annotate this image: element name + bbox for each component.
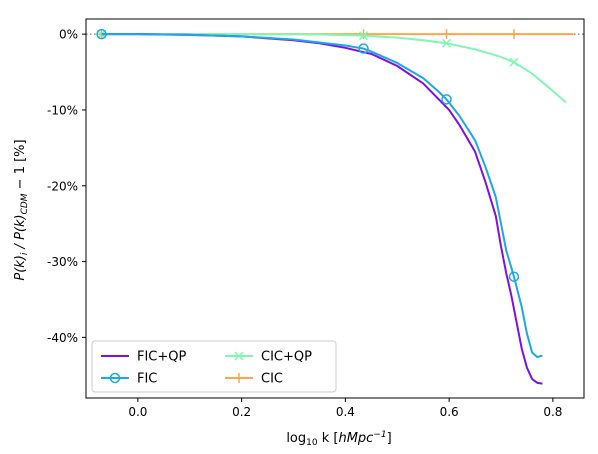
data-point-cic-qp bbox=[442, 38, 452, 48]
data-point-cic bbox=[358, 29, 369, 40]
legend-label: CIC+QP bbox=[261, 350, 312, 365]
x-tick-label: 0.0 bbox=[128, 405, 147, 419]
data-point-cic-qp bbox=[509, 57, 519, 67]
y-tick-label: -10% bbox=[47, 103, 78, 117]
data-point-cic bbox=[441, 29, 452, 40]
x-tick-label: 0.4 bbox=[336, 405, 355, 419]
y-tick-label: -30% bbox=[47, 255, 78, 269]
y-tick-label: -20% bbox=[47, 179, 78, 193]
legend-marker bbox=[234, 373, 244, 383]
x-tick-label: 0.6 bbox=[440, 405, 459, 419]
data-point-fic bbox=[441, 94, 452, 105]
y-axis-ticks: 0% -10% -20% -30% -40% bbox=[47, 28, 86, 345]
legend-entry-cic: CIC bbox=[225, 372, 283, 387]
axes-frame bbox=[85, 18, 585, 399]
data-point-fic bbox=[96, 28, 107, 40]
data-point-cic bbox=[508, 29, 519, 40]
data-point-fic bbox=[508, 271, 520, 282]
series-fic-qp bbox=[101, 33, 543, 385]
series-cic-qp bbox=[97, 29, 567, 104]
series-fic bbox=[96, 28, 543, 359]
y-tick-label: 0% bbox=[59, 28, 78, 42]
plot-frame bbox=[85, 18, 585, 399]
legend-label: FIC+QP bbox=[137, 350, 187, 365]
legend-entry-cic-qp: CIC+QP bbox=[225, 350, 312, 365]
legend-marker bbox=[109, 372, 121, 384]
data-point-cic-qp bbox=[359, 31, 369, 41]
y-axis-label: P(k)i / P(k)CDM − 1 [%] bbox=[13, 139, 30, 280]
legend-entry-fic: FIC bbox=[101, 372, 157, 387]
legend-entry-fic-qp: FIC+QP bbox=[101, 350, 187, 365]
legend-label: FIC bbox=[137, 372, 157, 387]
series-line-fic bbox=[101, 33, 543, 359]
x-tick-label: 0.8 bbox=[543, 405, 562, 419]
series-line-cic-qp bbox=[101, 33, 567, 104]
data-point-fic bbox=[358, 43, 369, 54]
legend-marker bbox=[234, 351, 244, 361]
series-line-fic-qp bbox=[101, 33, 543, 385]
y-tick-label: -40% bbox=[47, 331, 78, 345]
x-axis-ticks: 0.0 0.2 0.4 0.6 0.8 bbox=[128, 398, 562, 419]
series-layer bbox=[96, 28, 574, 385]
legend: FIC+QP FIC CIC+QP CIC bbox=[91, 340, 337, 393]
x-tick-label: 0.2 bbox=[232, 405, 251, 419]
legend-box bbox=[91, 340, 337, 393]
legend-label: CIC bbox=[261, 372, 283, 387]
x-axis-label: log10 k [hMpc−1] bbox=[286, 430, 391, 448]
